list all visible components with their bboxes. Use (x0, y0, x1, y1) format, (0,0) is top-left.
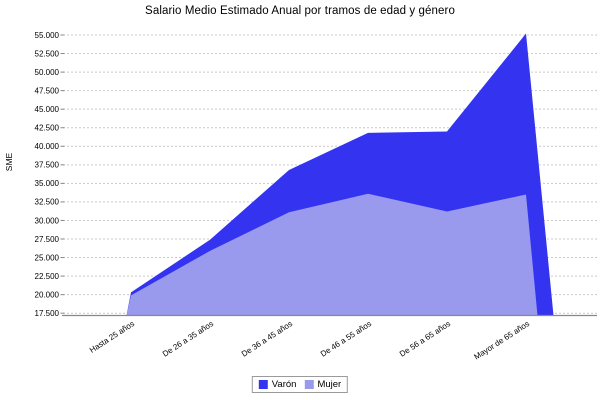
legend: Varón Mujer (251, 376, 349, 393)
y-tick-label: 47.500 (35, 86, 60, 95)
chart-title: Salario Medio Estimado Anual por tramos … (145, 5, 455, 17)
x-tick-label: De 36 a 45 años (240, 319, 294, 359)
y-tick-label: 52.500 (35, 49, 60, 58)
legend-item-varon: Varón (258, 379, 297, 390)
y-tick-label: 17.500 (35, 309, 60, 318)
y-tick-label: 25.000 (35, 253, 60, 262)
x-tick-label: De 46 a 55 años (319, 319, 373, 359)
y-tick-label: 30.000 (35, 216, 60, 225)
y-tick-label: 42.500 (35, 124, 60, 133)
legend-swatch-mujer-icon (304, 380, 314, 389)
x-tick-label: Mayor de 65 años (472, 319, 531, 361)
y-axis-title: SME (4, 152, 14, 171)
y-tick-label: 20.000 (35, 290, 60, 299)
y-tick-label: 35.000 (35, 179, 60, 188)
y-tick-label: 50.000 (35, 68, 60, 77)
y-tick-label: 45.000 (35, 105, 60, 114)
legend-label-mujer: Mujer (317, 379, 342, 390)
x-tick-label: Hasta 25 años (88, 319, 136, 355)
x-tick-label: De 56 a 65 años (398, 319, 452, 359)
y-tick-label: 27.500 (35, 235, 60, 244)
y-tick-label: 37.500 (35, 161, 60, 170)
y-tick-label: 32.500 (35, 198, 60, 207)
x-tick-label: De 26 a 35 años (161, 319, 215, 359)
legend-item-mujer: Mujer (304, 379, 341, 390)
legend-swatch-varon-icon (258, 380, 268, 389)
legend-label-varon: Varón (271, 379, 297, 390)
y-tick-label: 22.500 (35, 272, 60, 281)
area-mujer (126, 193, 538, 316)
y-tick-label: 40.000 (35, 142, 60, 151)
y-tick-label: 55.000 (35, 31, 60, 40)
